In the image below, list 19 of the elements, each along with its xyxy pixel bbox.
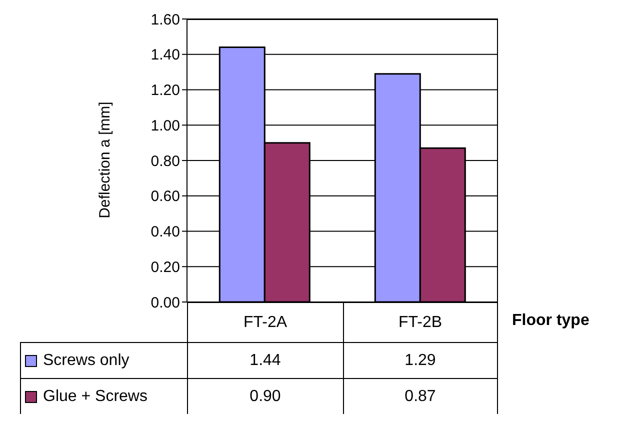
y-tick-label: 1.40 — [150, 46, 180, 64]
y-tick-label: 0.40 — [150, 224, 180, 241]
data-label: 1.29 — [342, 342, 498, 378]
y-axis-title: Deflection a [mm] — [96, 102, 114, 218]
y-tick-label: 0.20 — [150, 258, 180, 276]
y-tick-label: 0.60 — [150, 188, 180, 206]
x-tick-label: FT-2B — [342, 302, 498, 342]
data-label: 1.44 — [187, 342, 342, 378]
y-tick-label: 0.80 — [150, 152, 180, 170]
data-label: 0.90 — [187, 378, 342, 414]
y-tick-label: 0.00 — [150, 294, 180, 312]
legend-label: Glue + Screws — [43, 388, 148, 406]
x-axis-title: Floor type — [512, 312, 590, 330]
data-label: 0.87 — [342, 378, 498, 414]
y-tick-label: 1.00 — [150, 117, 180, 134]
legend-label: Screws only — [43, 352, 130, 370]
y-tick-label: 1.20 — [150, 82, 180, 100]
y-tick-label: 1.60 — [150, 11, 180, 28]
x-tick-label: FT-2A — [187, 302, 342, 342]
